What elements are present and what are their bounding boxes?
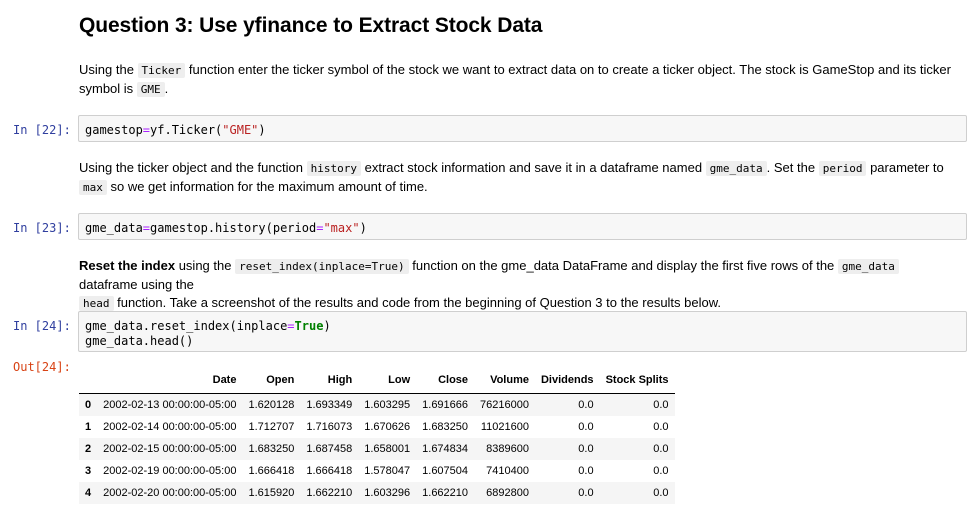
code-gme: GME (136, 82, 165, 97)
code-cell-24[interactable]: gme_data.reset_index(inplace=True) gme_d… (78, 311, 967, 352)
code-period: period (818, 161, 867, 176)
table-cell: 1.683250 (422, 421, 469, 433)
column-header: Stock Splits (599, 372, 675, 394)
column-header (79, 372, 98, 394)
table-cell: 0.0 (578, 487, 594, 499)
question-heading: Question 3: Use yfinance to Extract Stoc… (79, 14, 543, 37)
table-cell: 1.666418 (248, 465, 295, 477)
dataframe-output: Date Open High Low Close Volume Dividends Stock… (79, 372, 675, 504)
row-index: 0 (85, 399, 92, 411)
table-cell: 1.603295 (364, 399, 411, 411)
table-cell: 1.666418 (306, 465, 353, 477)
table-row: 1 2002-02-14 00:00:00-05:00 1.712707 1.7160… (79, 416, 675, 438)
table-cell: 1.607504 (422, 465, 469, 477)
table-cell: 2002-02-14 00:00:00-05:00 (103, 421, 237, 433)
row-index: 1 (85, 421, 92, 433)
table-cell: 0.0 (653, 399, 669, 411)
table-cell: 1.620128 (248, 399, 295, 411)
table-cell: 1.683250 (248, 443, 295, 455)
table-cell: 0.0 (653, 465, 669, 477)
code-gme-data-2: gme_data (837, 259, 899, 274)
output-prompt-24: Out[24]: (13, 360, 71, 374)
code-cell-23[interactable]: gme_data=gamestop.history(period="max") (78, 213, 967, 240)
code-gme-data: gme_data (705, 161, 767, 176)
code-history: history (306, 161, 361, 176)
table-cell: 1.670626 (364, 421, 411, 433)
input-prompt-22: In [22]: (13, 123, 71, 137)
table-cell: 1.716073 (306, 421, 353, 433)
table-cell: 0.0 (578, 443, 594, 455)
table-cell: 0.0 (653, 487, 669, 499)
code-reset-index: reset_index(inplace=True) (235, 259, 409, 274)
table-cell: 1.674834 (422, 443, 469, 455)
code-ticker: Ticker (137, 63, 186, 78)
input-prompt-23: In [23]: (13, 221, 71, 235)
table-cell: 7410400 (486, 465, 529, 477)
code-head: head (79, 296, 114, 311)
table-cell: 1.693349 (306, 399, 353, 411)
column-header: High (300, 372, 359, 394)
column-header: Low (358, 372, 417, 394)
row-index: 2 (85, 443, 92, 455)
markdown-cell-reset-index: Reset the index using the reset_index(in… (79, 257, 959, 313)
table-cell: 0.0 (653, 421, 669, 433)
code-cell-22[interactable]: gamestop=yf.Ticker("GME") (78, 115, 967, 142)
table-cell: 1.687458 (306, 443, 353, 455)
table-cell: 1.662210 (306, 487, 353, 499)
row-index: 4 (85, 487, 92, 499)
table-row: 2 2002-02-15 00:00:00-05:00 1.683250 1.6874… (79, 438, 675, 460)
table-cell: 1.615920 (248, 487, 295, 499)
table-cell: 1.662210 (422, 487, 469, 499)
table-cell: 0.0 (578, 465, 594, 477)
column-header: Date (97, 372, 243, 394)
table-cell: 0.0 (578, 399, 594, 411)
column-header: Open (242, 372, 301, 394)
table-cell: 2002-02-20 00:00:00-05:00 (103, 487, 237, 499)
table-cell: 2002-02-19 00:00:00-05:00 (103, 465, 237, 477)
table-cell: 6892800 (486, 487, 529, 499)
table-row: 3 2002-02-19 00:00:00-05:00 1.666418 1.6664… (79, 460, 675, 482)
table-row: 4 2002-02-20 00:00:00-05:00 1.615920 1.6622… (79, 482, 675, 504)
table-cell: 0.0 (578, 421, 594, 433)
column-header: Close (416, 372, 475, 394)
table-cell: 1.578047 (364, 465, 411, 477)
table-cell: 11021600 (480, 421, 529, 433)
code-max: max (79, 180, 107, 195)
table-cell: 1.603296 (364, 487, 411, 499)
table-cell: 1.691666 (422, 399, 469, 411)
table-cell: 0.0 (653, 443, 669, 455)
table-cell: 8389600 (486, 443, 529, 455)
table-cell: 1.712707 (248, 421, 295, 433)
markdown-cell-ticker: Using the Ticker function enter the tick… (79, 62, 951, 97)
table-cell: 2002-02-15 00:00:00-05:00 (103, 443, 237, 455)
table-header-row: Date Open High Low Close Volume Dividends Stock… (79, 372, 675, 394)
column-header: Volume (474, 372, 535, 394)
table-row: 0 2002-02-13 00:00:00-05:00 1.620128 1.6933… (79, 393, 675, 416)
table-cell: 2002-02-13 00:00:00-05:00 (103, 399, 237, 411)
row-index: 3 (85, 465, 92, 477)
markdown-cell-history: Using the ticker object and the function… (79, 160, 944, 195)
table-cell: 76216000 (480, 399, 529, 411)
column-header: Dividends (534, 372, 600, 394)
table-cell: 1.658001 (364, 443, 411, 455)
input-prompt-24: In [24]: (13, 319, 71, 333)
